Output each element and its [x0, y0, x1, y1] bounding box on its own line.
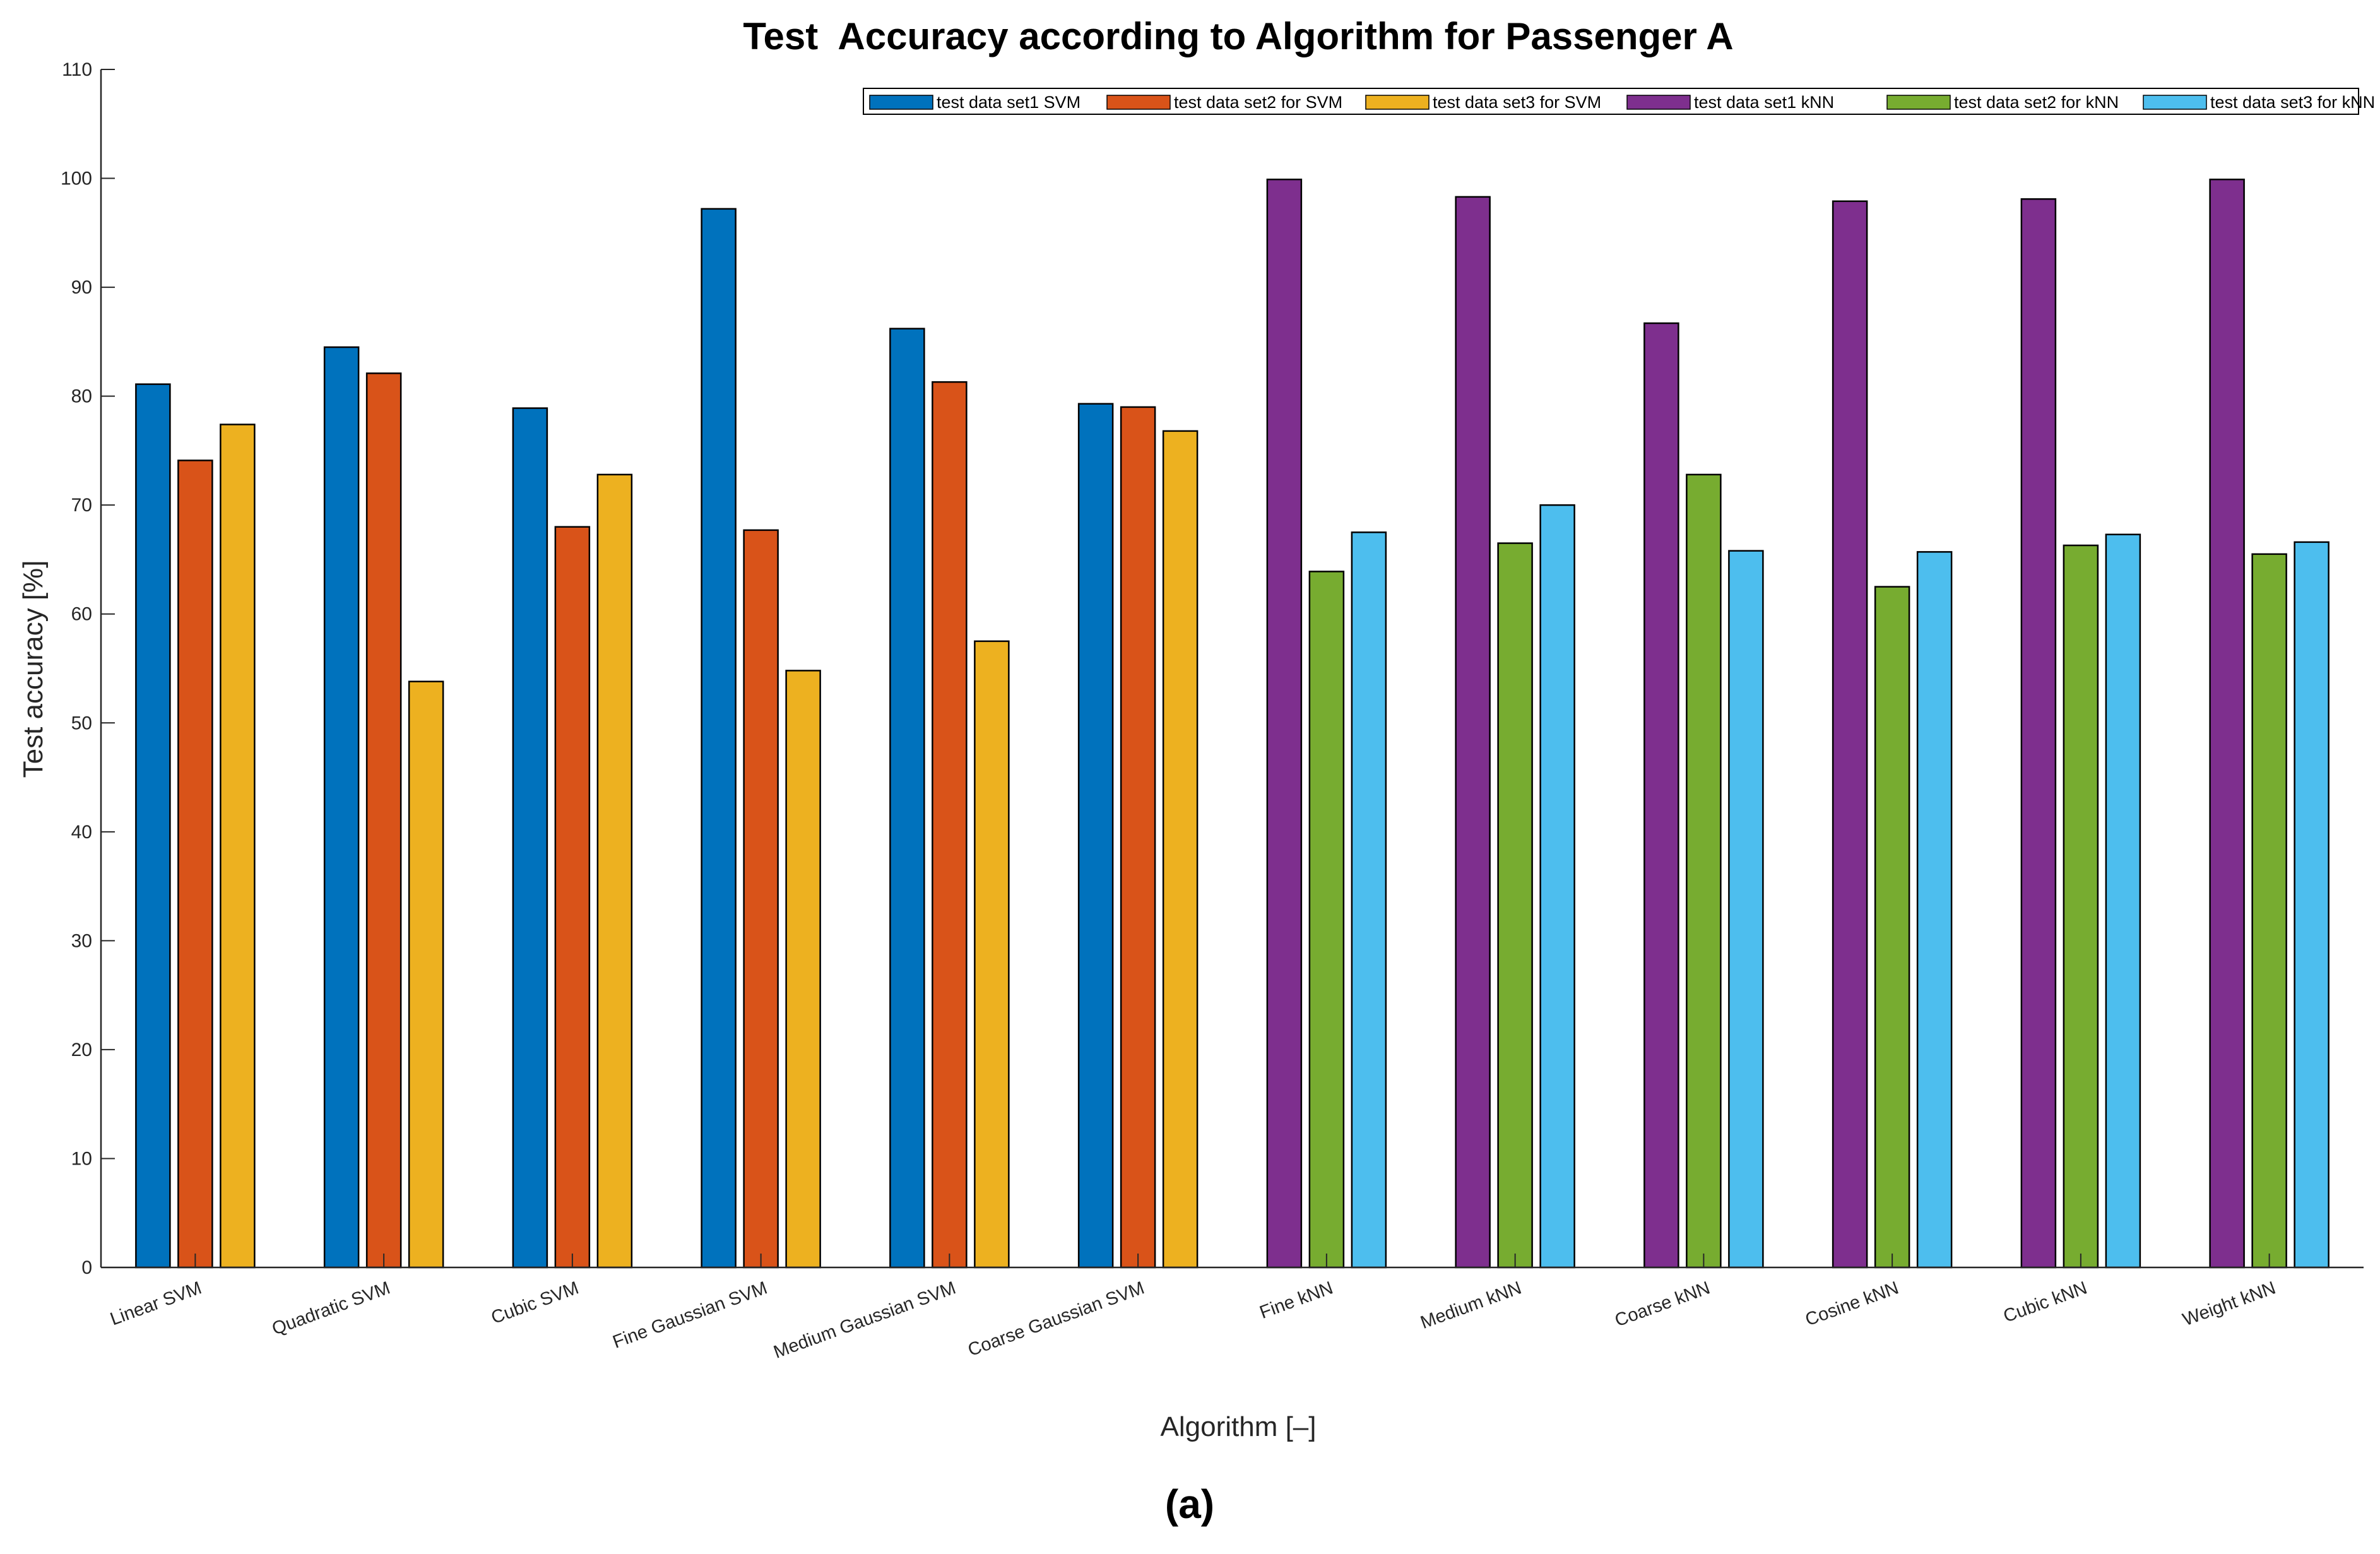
bar-2-4	[743, 529, 779, 1269]
bar-4-8	[1455, 196, 1491, 1269]
y-tick-label: 90	[71, 277, 92, 298]
y-tick-label: 60	[71, 604, 92, 625]
bar-5-8	[1497, 542, 1533, 1269]
legend-swatch-2	[1106, 95, 1171, 110]
bar-4-11	[2020, 198, 2057, 1269]
legend-label-4: test data set1 kNN	[1694, 93, 1834, 112]
bar-2-6	[1120, 406, 1156, 1269]
bar-3-3	[596, 473, 633, 1269]
bar-2-2	[365, 372, 402, 1269]
bar-5-12	[2251, 553, 2287, 1269]
bar-1-6	[1077, 403, 1114, 1269]
y-tick-label: 100	[61, 169, 92, 189]
legend-swatch-6	[2143, 95, 2207, 110]
bar-3-2	[408, 680, 444, 1269]
y-tick-label: 110	[62, 59, 92, 80]
bar-4-7	[1266, 179, 1303, 1269]
legend: test data set1 SVM test data set2 for SVM…	[863, 88, 2375, 115]
x-axis-title: Algorithm [–]	[1161, 1411, 1317, 1442]
bar-5-9	[1686, 473, 1722, 1269]
bars-group	[135, 179, 2330, 1269]
legend-label-1: test data set1 SVM	[937, 93, 1080, 112]
y-tick-label: 20	[71, 1040, 92, 1060]
bar-5-10	[1874, 586, 1910, 1269]
legend-label-5: test data set2 for kNN	[1954, 93, 2119, 112]
bar-3-1	[220, 424, 256, 1269]
legend-swatch-4	[1626, 95, 1691, 110]
bar-1-3	[512, 407, 548, 1269]
y-tick-label: 70	[71, 495, 92, 516]
y-tick-label: 10	[71, 1148, 92, 1169]
bar-6-9	[1728, 550, 1764, 1269]
legend-label-3: test data set3 for SVM	[1433, 93, 1601, 112]
bar-5-7	[1308, 571, 1345, 1269]
bar-1-5	[889, 328, 925, 1269]
bar-6-7	[1351, 531, 1387, 1269]
bar-6-8	[1539, 504, 1575, 1269]
legend-label-2: test data set2 for SVM	[1174, 93, 1342, 112]
bar-1-1	[135, 383, 171, 1269]
legend-swatch-1	[869, 95, 933, 110]
bar-3-4	[785, 670, 821, 1269]
legend-label-6: test data set3 for kNN	[2210, 93, 2375, 112]
legend-swatch-5	[1886, 95, 1951, 110]
bar-6-12	[2294, 541, 2330, 1269]
y-tick-label: 80	[71, 386, 92, 407]
bar-2-5	[932, 381, 968, 1269]
bar-2-3	[554, 526, 591, 1269]
bar-3-6	[1162, 430, 1199, 1269]
y-tick-label: 0	[81, 1257, 92, 1278]
y-axis-title: Test accuracy [%]	[18, 561, 49, 778]
bar-1-4	[701, 208, 737, 1269]
bar-3-5	[974, 640, 1010, 1269]
bar-4-12	[2209, 179, 2245, 1269]
bar-5-11	[2063, 544, 2099, 1269]
chart-title: Test Accuracy according to Algorithm for…	[743, 15, 1733, 57]
bar-6-11	[2105, 533, 2141, 1269]
y-tick-label: 30	[71, 930, 92, 951]
legend-swatch-3	[1365, 95, 1430, 110]
y-tick-label: 50	[71, 713, 92, 733]
bar-2-1	[177, 460, 213, 1269]
bar-6-10	[1916, 551, 1953, 1269]
figure-caption: (a)	[1165, 1481, 1214, 1527]
y-tick-label: 40	[71, 822, 92, 843]
bar-1-2	[323, 346, 360, 1269]
bar-4-9	[1643, 322, 1679, 1269]
bar-4-10	[1832, 200, 1868, 1269]
legend-box	[863, 88, 2359, 115]
